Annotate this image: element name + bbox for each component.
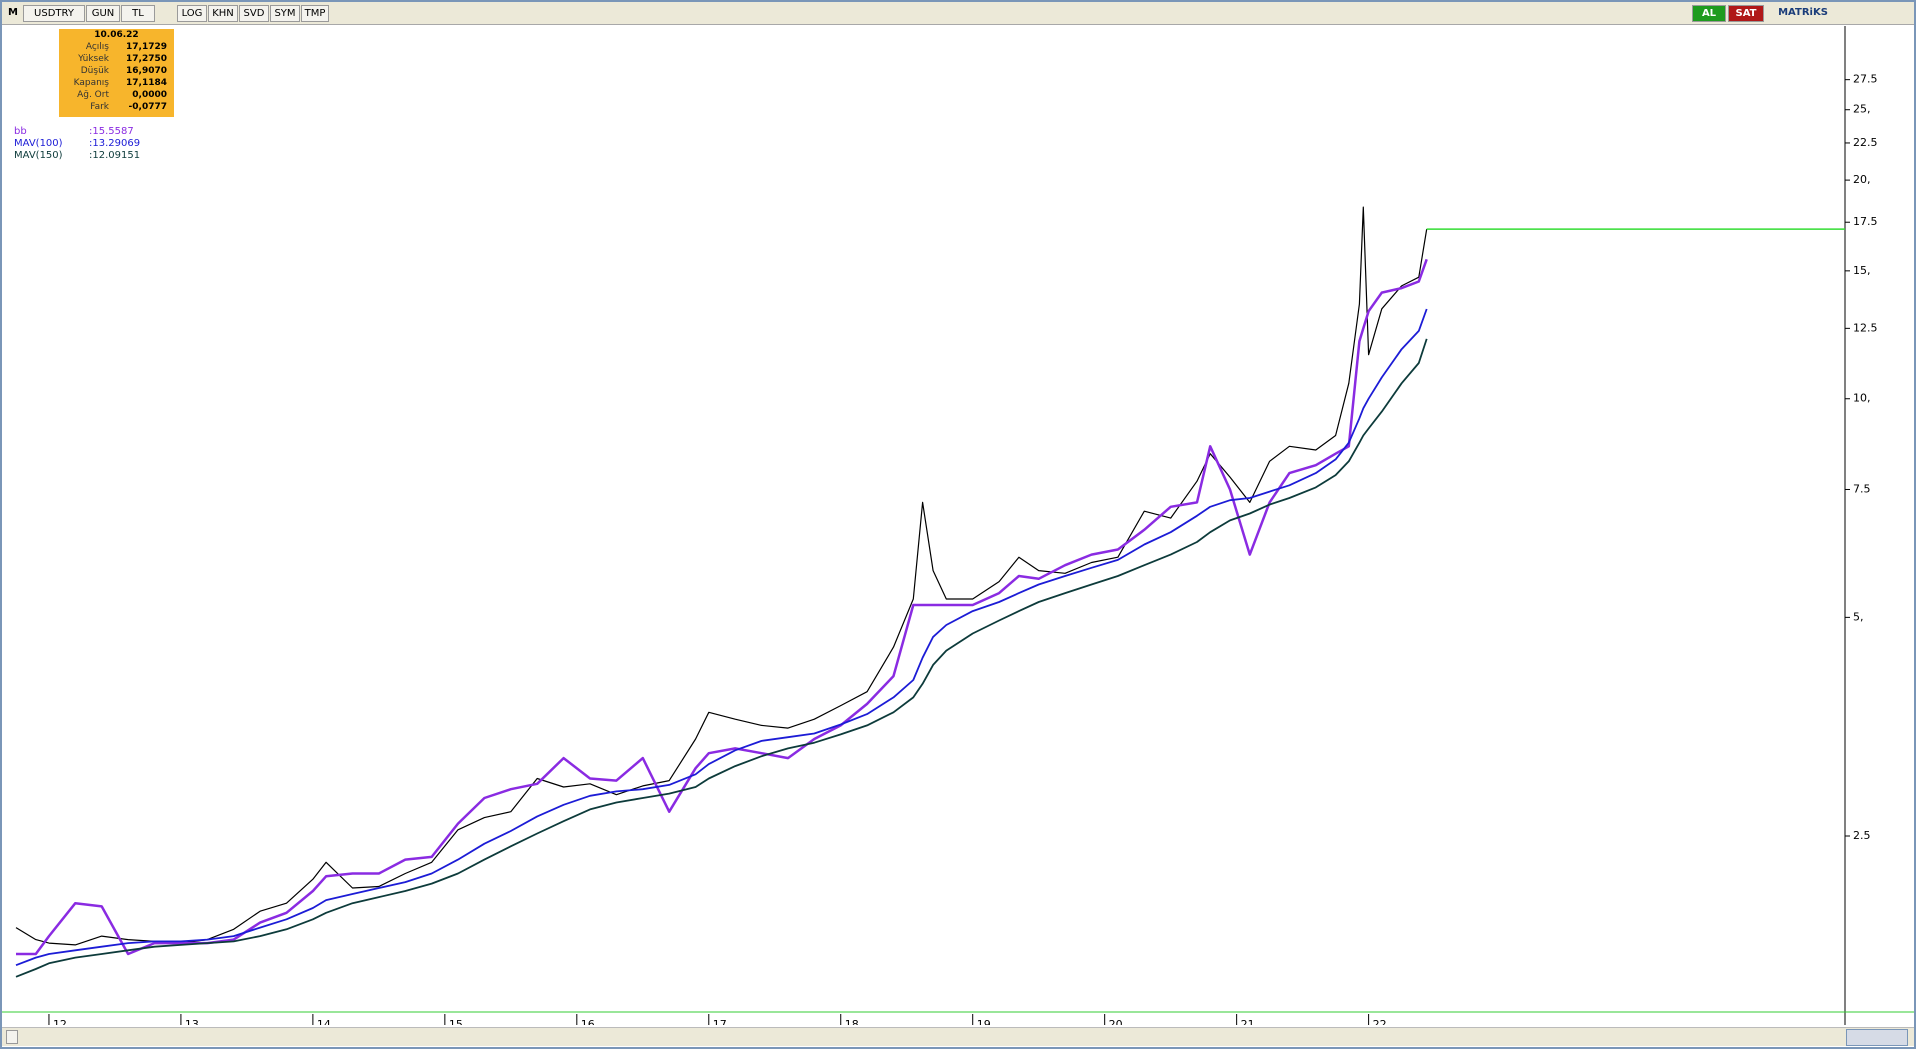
- series-line: [16, 258, 1428, 956]
- legend-entry: MAV(150) :12.09151: [14, 150, 140, 162]
- info-label: Düşük: [80, 66, 109, 76]
- legend-value: :12.09151: [89, 150, 141, 161]
- toolbar-button[interactable]: TL: [121, 5, 155, 22]
- nav-buttons[interactable]: [1846, 1029, 1908, 1046]
- info-label: Fark: [90, 102, 109, 112]
- legend: bb :15.5587 MAV(100) :13.29069 MAV(150) :12.0…: [14, 126, 140, 162]
- scroll-thumb[interactable]: [6, 1030, 18, 1044]
- legend-entry: MAV(100) :13.29069: [14, 138, 140, 150]
- legend-name: bb: [14, 126, 27, 137]
- legend-entry: bb :15.5587: [14, 126, 140, 138]
- info-row: Açılış 17,1729: [59, 41, 174, 53]
- chart: 2.5 5, 7.5 10, 12.5 15, 17.5 20, 22.5 25, 27.5 12 13…: [2, 26, 1914, 1025]
- series-line: [15, 308, 1428, 967]
- legend-value: :15.5587: [89, 126, 134, 137]
- sell-button[interactable]: SAT: [1728, 5, 1764, 22]
- toolbar-button[interactable]: GUN: [86, 5, 120, 22]
- y-tick-label: 10,: [1853, 392, 1871, 405]
- info-label: Yüksek: [78, 54, 109, 64]
- info-value: 16,9070: [126, 66, 167, 76]
- info-row: Düşük 16,9070: [59, 65, 174, 77]
- x-tick-label: 22: [1373, 1018, 1387, 1025]
- legend-name: MAV(100): [14, 138, 63, 149]
- y-tick-label: 17.5: [1853, 215, 1878, 228]
- info-label: Ağ. Ort: [77, 90, 109, 100]
- y-tick-label: 20,: [1853, 173, 1871, 186]
- toolbar: M USDTRY GUN TL LOG KHN SVD SYM TMP AL SAT MATRiKS: [2, 2, 1914, 25]
- y-tick-label: 12.5: [1853, 321, 1878, 334]
- y-tick-label: 15,: [1853, 264, 1871, 277]
- info-date: 10.06.22: [94, 30, 139, 40]
- y-tick-label: 27.5: [1853, 73, 1878, 86]
- toolbar-button[interactable]: LOG: [177, 5, 207, 22]
- y-tick-label: 7.5: [1853, 482, 1871, 495]
- info-value: -0,0777: [128, 102, 167, 112]
- info-label: Kapanış: [73, 78, 109, 88]
- y-tick-label: 22.5: [1853, 136, 1878, 149]
- toolbar-button[interactable]: SVD: [239, 5, 269, 22]
- x-tick-label: 20: [1109, 1018, 1123, 1025]
- info-row: Kapanış 17,1184: [59, 77, 174, 89]
- x-tick-label: 16: [581, 1018, 595, 1025]
- toolbar-button[interactable]: SYM: [270, 5, 300, 22]
- info-row: Ağ. Ort 0,0000: [59, 89, 174, 101]
- info-row: Yüksek 17,2750: [59, 53, 174, 65]
- series-line: [15, 338, 1428, 978]
- x-tick-label: 12: [53, 1018, 67, 1025]
- info-label: Açılış: [85, 42, 109, 52]
- x-tick-label: 19: [977, 1018, 991, 1025]
- brand: MATRiKS: [1778, 7, 1828, 18]
- toolbar-button[interactable]: KHN: [208, 5, 238, 22]
- info-panel: 10.06.22 Açılış 17,1729 Yüksek 17,2750 Düşük…: [59, 29, 174, 117]
- scrollbar[interactable]: [2, 1027, 1914, 1046]
- y-tick-label: 2.5: [1853, 829, 1871, 842]
- y-tick-label: 25,: [1853, 103, 1871, 116]
- x-tick-label: 15: [449, 1018, 463, 1025]
- toolbar-button[interactable]: TMP: [301, 5, 329, 22]
- legend-value: :13.29069: [89, 138, 141, 149]
- info-value: 0,0000: [132, 90, 167, 100]
- series-line: [15, 206, 1428, 946]
- buy-button[interactable]: AL: [1692, 5, 1726, 22]
- legend-name: MAV(150): [14, 150, 63, 161]
- info-value: 17,1729: [126, 42, 167, 52]
- toolbar-button[interactable]: USDTRY: [23, 5, 85, 22]
- x-tick-label: 14: [317, 1018, 331, 1025]
- x-tick-label: 18: [845, 1018, 859, 1025]
- x-tick-label: 13: [185, 1018, 199, 1025]
- toolbar-button[interactable]: M: [8, 7, 18, 18]
- x-tick-label: 21: [1241, 1018, 1255, 1025]
- y-tick-label: 5,: [1853, 610, 1864, 623]
- info-value: 17,1184: [126, 78, 167, 88]
- info-row: Fark -0,0777: [59, 101, 174, 113]
- info-value: 17,2750: [126, 54, 167, 64]
- x-tick-label: 17: [713, 1018, 727, 1025]
